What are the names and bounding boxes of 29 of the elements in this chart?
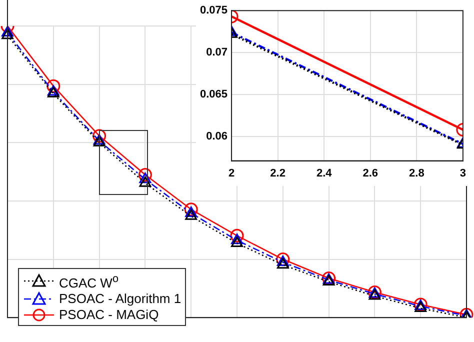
- point: [184, 202, 198, 216]
- x-tick-label: 2.8: [409, 167, 424, 180]
- x-tick-label: 2: [228, 167, 235, 180]
- point: [230, 228, 244, 242]
- y-tick-label: 0.07: [206, 46, 228, 59]
- y-tick-label: 0.06: [206, 130, 228, 142]
- point: [185, 206, 198, 217]
- point: [2, 28, 14, 40]
- legend-label: CGAC W$^{o}$: [59, 272, 118, 292]
- point: [138, 168, 152, 182]
- point: [276, 255, 289, 266]
- point: [185, 209, 198, 220]
- x-tick-label: 3: [460, 167, 466, 180]
- y-tick-label: 0.065: [200, 88, 228, 101]
- x-tick-label: 2.6: [362, 167, 378, 180]
- point: [139, 176, 152, 187]
- x-tick-label: 2.2: [270, 167, 286, 180]
- x-tick-label: 2.4: [316, 167, 333, 180]
- point: [92, 129, 106, 143]
- y-tick-label: 0.075: [200, 4, 228, 17]
- legend-label: PSOAC - Algorithm 1: [59, 291, 182, 308]
- point: [231, 236, 243, 247]
- point: [139, 172, 152, 184]
- point: [414, 302, 427, 312]
- point: [46, 79, 60, 93]
- point: [2, 26, 14, 36]
- point: [231, 234, 243, 244]
- point: [276, 258, 289, 269]
- legend-label: PSOAC - MAGiQ: [59, 307, 159, 324]
